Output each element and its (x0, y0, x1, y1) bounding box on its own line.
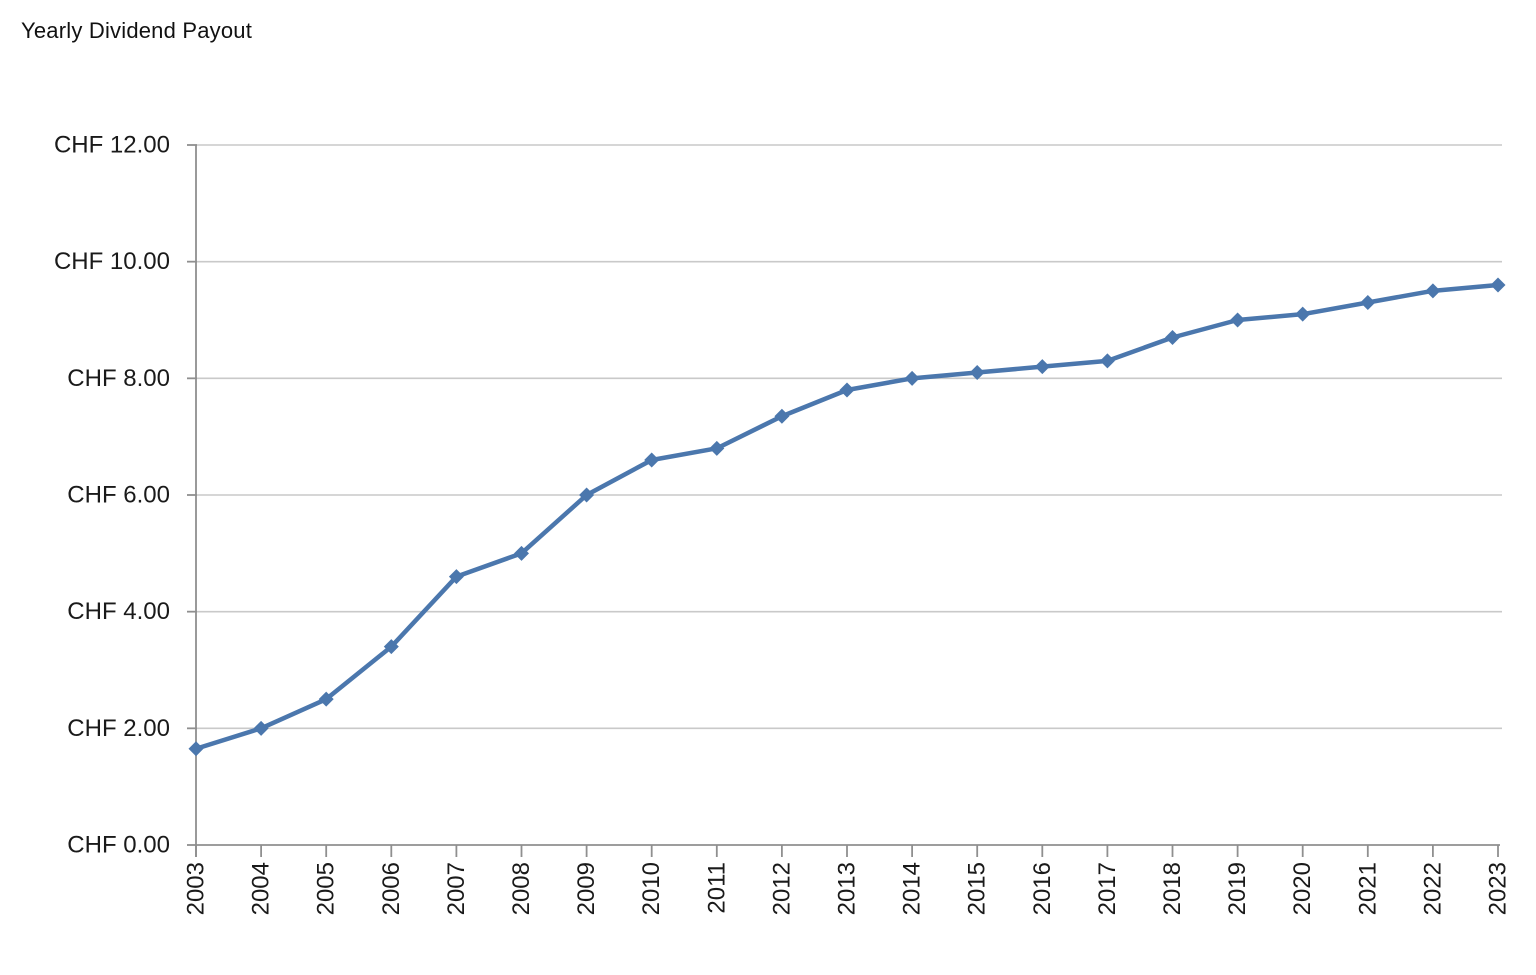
y-axis-label: CHF 8.00 (67, 365, 170, 392)
data-point-marker (253, 720, 269, 736)
data-point-marker (514, 545, 529, 561)
y-axis-label: CHF 2.00 (67, 715, 170, 742)
data-point-marker (1360, 295, 1376, 310)
data-point-marker (1230, 312, 1246, 328)
data-point-marker (709, 440, 725, 456)
x-axis-label: 2009 (573, 862, 600, 915)
data-point-marker (1490, 277, 1506, 293)
x-axis-label: 2016 (1029, 862, 1056, 915)
data-point-marker (1165, 330, 1180, 345)
x-axis-label: 2013 (834, 862, 861, 915)
y-axis-label: CHF 4.00 (67, 598, 170, 625)
x-axis-label: 2010 (638, 862, 665, 915)
x-axis-label: 2018 (1159, 862, 1186, 915)
data-point-marker (383, 639, 399, 655)
data-point-marker (188, 741, 204, 757)
x-axis-label: 2019 (1224, 862, 1251, 915)
data-point-marker (1295, 306, 1311, 322)
x-axis-label: 2005 (313, 862, 340, 915)
chart-title: Yearly Dividend Payout (21, 18, 253, 43)
x-axis-label: 2020 (1289, 862, 1316, 915)
x-axis-label: 2008 (508, 862, 535, 915)
data-point-marker (904, 370, 920, 386)
x-axis-label: 2015 (964, 862, 991, 915)
x-axis-label: 2012 (768, 862, 795, 915)
data-point-marker (1425, 283, 1441, 299)
x-axis-label: 2017 (1094, 862, 1121, 915)
x-axis-label: 2006 (378, 862, 405, 915)
x-axis-label: 2014 (899, 862, 926, 915)
y-axis-label: CHF 12.00 (54, 132, 170, 159)
x-axis-label: 2003 (183, 862, 210, 915)
x-axis-label: 2022 (1419, 862, 1446, 915)
x-axis-label: 2023 (1485, 862, 1512, 915)
data-point-marker (774, 408, 790, 424)
y-axis-label: CHF 6.00 (67, 482, 170, 509)
data-point-marker (1099, 353, 1115, 369)
x-axis-label: 2004 (248, 862, 275, 915)
y-axis-label: CHF 10.00 (54, 248, 170, 275)
x-axis-label: 2021 (1354, 862, 1381, 915)
data-point-marker (579, 487, 595, 503)
data-point-marker (839, 382, 855, 398)
x-axis-label: 2011 (703, 862, 730, 914)
data-point-marker (969, 365, 985, 380)
y-axis-label: CHF 0.00 (67, 832, 170, 859)
data-point-marker (1034, 359, 1050, 375)
dividend-series-line (193, 282, 1501, 751)
data-point-marker (318, 691, 334, 707)
x-axis-label: 2007 (443, 862, 470, 915)
data-point-marker (448, 569, 464, 585)
data-point-marker (644, 452, 660, 468)
